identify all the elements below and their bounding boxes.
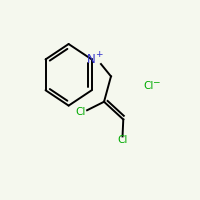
Text: −: − — [152, 77, 159, 86]
Text: N: N — [87, 53, 96, 66]
Text: Cl: Cl — [75, 107, 85, 117]
Text: Cl: Cl — [117, 135, 128, 145]
Text: +: + — [95, 50, 102, 59]
Text: Cl: Cl — [144, 81, 154, 91]
